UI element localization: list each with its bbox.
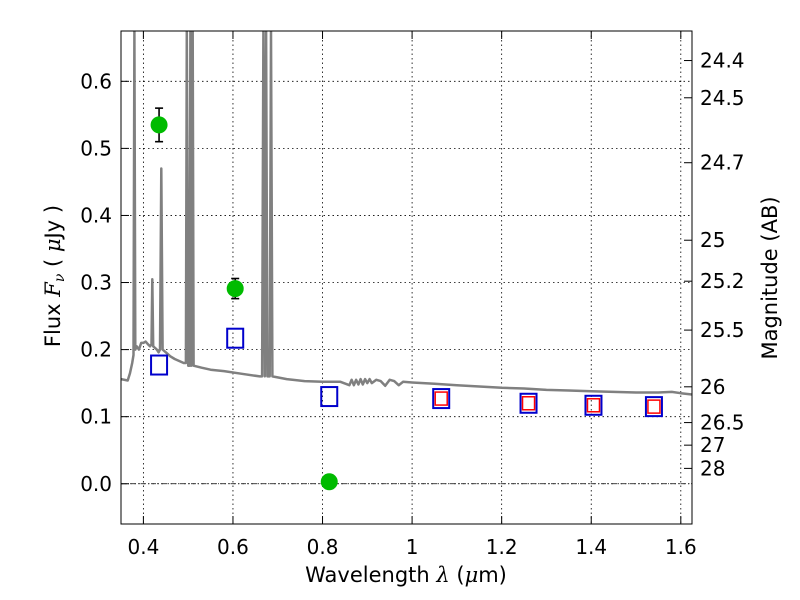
- observed-point: [320, 473, 338, 491]
- y2-axis-label: Magnitude (AB): [758, 196, 782, 359]
- photometry-markers: [150, 107, 663, 491]
- spectrum-line: [121, 31, 692, 396]
- x-tick-label: 1.4: [575, 535, 607, 559]
- y2-tick-label: 26: [700, 375, 725, 399]
- prediction-square: [586, 398, 601, 413]
- y2-tick-label: 25.5: [700, 318, 745, 342]
- y-tick-label: 0.1: [80, 405, 112, 429]
- y-tick-label: 0.4: [80, 203, 112, 227]
- prediction-square: [521, 396, 536, 411]
- y2-tick-label: 27: [700, 433, 725, 457]
- y2-tick-label: 25: [700, 228, 725, 252]
- model-square: [519, 392, 538, 414]
- grid: [121, 31, 692, 524]
- y2-tick-label: 26.5: [700, 411, 745, 435]
- x-tick-label: 0.4: [127, 535, 159, 559]
- model-square: [226, 327, 245, 349]
- x-axis-label: Wavelength λ (μm): [305, 563, 507, 587]
- prediction-square: [647, 399, 661, 414]
- y-tick-label: 0.0: [80, 472, 112, 496]
- x-tick-label: 0.6: [217, 535, 249, 559]
- y-tick-label: 0.5: [80, 136, 112, 160]
- y-tick-label: 0.3: [80, 271, 112, 295]
- ticks: 0.4 0.6 0.8 1 1.2 1.4 1.6 0.0 0.1 0.2 0.3 0.4 0.5 0.6…: [80, 31, 745, 559]
- model-square: [584, 394, 603, 416]
- y2-tick-label: 24.7: [700, 151, 745, 175]
- y2-tick-label: 24.4: [700, 49, 745, 73]
- x-tick-label: 1.2: [486, 535, 518, 559]
- plot-background: [121, 31, 692, 524]
- y-axis-label: Flux Fν ( μJy ): [41, 205, 68, 347]
- plot-frame: [120, 30, 693, 525]
- model-square: [432, 388, 451, 410]
- model-square: [644, 396, 663, 418]
- x-tick-label: 1.6: [665, 535, 697, 559]
- y-tick-label: 0.2: [80, 338, 112, 362]
- model-square: [320, 386, 339, 408]
- y2-tick-label: 28: [700, 456, 725, 480]
- prediction-square: [434, 391, 448, 406]
- y2-tick-label: 25.2: [700, 269, 745, 293]
- model-square: [150, 354, 169, 376]
- observed-point: [226, 280, 244, 298]
- x-tick-label: 0.8: [307, 535, 339, 559]
- observed-point: [150, 116, 168, 134]
- x-tick-label: 1: [406, 535, 419, 559]
- y-tick-label: 0.6: [80, 69, 112, 93]
- y2-tick-label: 24.5: [700, 86, 745, 110]
- spectrum: [121, 31, 692, 396]
